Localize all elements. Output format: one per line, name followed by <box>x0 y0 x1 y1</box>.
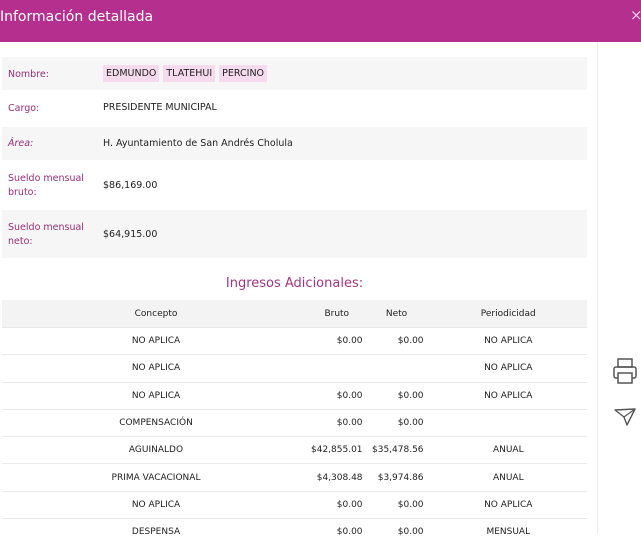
cargo-row: Cargo: PRESIDENTE MUNICIPAL <box>2 92 587 125</box>
cell-periodicidad: NO APLICA <box>429 381 587 410</box>
sueldo-neto-row: Sueldo mensual neto: $64,915.00 <box>2 210 587 258</box>
cell-bruto: $0.00 <box>310 518 363 545</box>
table-row: NO APLICA $0.00 $0.00 NO APLICA <box>2 326 587 355</box>
cell-periodicidad: NO APLICA <box>429 354 587 383</box>
cell-neto <box>362 354 430 383</box>
cargo-label: Cargo: <box>8 103 40 114</box>
table-row: NO APLICA $0.00 $0.00 NO APLICA <box>2 490 587 519</box>
ingresos-title: Ingresos Adicionales: <box>225 276 364 291</box>
sueldo-bruto-value: $86,169.00 <box>103 180 158 191</box>
table-row: AGUINALDO $42,855.01 $35,478.56 ANUAL <box>2 436 587 464</box>
cell-neto: $0.00 <box>362 490 430 519</box>
nombre-chip: PERCINO <box>219 65 268 82</box>
cell-periodicidad: NO APLICA <box>429 490 587 519</box>
cell-concepto: NO APLICA <box>2 490 310 519</box>
table-row: NO APLICA $0.00 $0.00 NO APLICA <box>2 381 587 410</box>
cell-neto: $35,478.56 <box>362 436 430 464</box>
cell-concepto: NO APLICA <box>2 326 310 355</box>
cell-concepto: AGUINALDO <box>2 436 310 464</box>
cell-concepto: PRIMA VACACIONAL <box>2 463 310 492</box>
table-row: PRIMA VACACIONAL $4,308.48 $3,974.86 ANU… <box>2 463 587 492</box>
table-row: NO APLICA NO APLICA <box>2 354 587 383</box>
table-row: DESPENSA $0.00 $0.00 MENSUAL <box>2 518 587 545</box>
cell-neto: $3,974.86 <box>362 463 430 492</box>
cell-bruto: $0.00 <box>310 408 363 437</box>
cell-bruto: $0.00 <box>310 381 363 410</box>
nombre-label: Nombre: <box>8 69 49 80</box>
cell-concepto: COMPENSACIÓN <box>2 408 310 437</box>
cargo-value: PRESIDENTE MUNICIPAL <box>103 102 217 113</box>
sueldo-neto-label: Sueldo mensual neto: <box>8 222 84 247</box>
panel-divider <box>597 42 598 534</box>
dialog-header: Información detallada × <box>0 0 641 42</box>
area-value: H. Ayuntamiento de San Andrés Cholula <box>103 138 293 149</box>
cell-bruto <box>310 354 363 383</box>
ingresos-table: Concepto Bruto Neto Periodicidad NO APLI… <box>2 300 587 545</box>
cell-bruto: $4,308.48 <box>310 463 363 492</box>
cell-neto: $0.00 <box>362 326 430 355</box>
cell-neto: $0.00 <box>362 518 430 545</box>
cell-neto: $0.00 <box>362 381 430 410</box>
header-concepto: Concepto <box>2 300 310 328</box>
cell-neto: $0.00 <box>362 408 430 437</box>
cell-bruto: $0.00 <box>310 326 363 355</box>
sueldo-bruto-row: Sueldo mensual bruto: $86,169.00 <box>2 164 587 206</box>
table-row: COMPENSACIÓN $0.00 $0.00 <box>2 408 587 437</box>
printer-icon[interactable] <box>612 357 638 389</box>
table-header-row: Concepto Bruto Neto Periodicidad <box>2 300 587 328</box>
cell-periodicidad: ANUAL <box>429 463 587 492</box>
cell-concepto: DESPENSA <box>2 518 310 545</box>
area-label: Área: <box>8 138 34 149</box>
nombre-chips: EDMUNDO TLATEHUI PERCINO <box>103 65 268 82</box>
nombre-chip: EDMUNDO <box>103 65 160 82</box>
close-icon[interactable]: × <box>630 6 641 24</box>
nombre-chip: TLATEHUI <box>163 65 216 82</box>
header-bruto: Bruto <box>310 300 363 328</box>
cell-concepto: NO APLICA <box>2 381 310 410</box>
cell-bruto: $42,855.01 <box>310 436 363 464</box>
cell-periodicidad <box>429 408 587 437</box>
header-periodicidad: Periodicidad <box>429 300 587 328</box>
cell-bruto: $0.00 <box>310 490 363 519</box>
area-row: Área: H. Ayuntamiento de San Andrés Chol… <box>2 127 587 160</box>
dialog-title: Información detallada <box>0 9 154 25</box>
cell-concepto: NO APLICA <box>2 354 310 383</box>
cell-periodicidad: ANUAL <box>429 436 587 464</box>
cell-periodicidad: NO APLICA <box>429 326 587 355</box>
cell-periodicidad: MENSUAL <box>429 518 587 545</box>
header-neto: Neto <box>362 300 430 328</box>
sueldo-bruto-label: Sueldo mensual bruto: <box>8 173 84 198</box>
paper-plane-icon[interactable] <box>613 407 637 431</box>
sueldo-neto-value: $64,915.00 <box>103 229 158 240</box>
nombre-row: Nombre: EDMUNDO TLATEHUI PERCINO <box>2 57 587 90</box>
